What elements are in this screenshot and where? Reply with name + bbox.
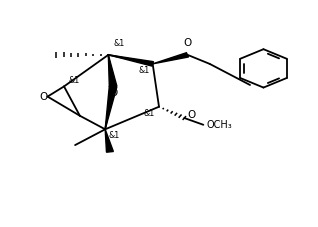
- Text: &1: &1: [138, 66, 149, 75]
- Text: &1: &1: [108, 131, 120, 140]
- Polygon shape: [105, 129, 114, 152]
- Text: &1: &1: [113, 39, 124, 48]
- Text: O: O: [109, 88, 117, 98]
- Text: &1: &1: [69, 76, 80, 85]
- Text: O: O: [188, 110, 196, 120]
- Polygon shape: [105, 86, 117, 129]
- Text: O: O: [183, 38, 192, 48]
- Polygon shape: [108, 55, 154, 66]
- Text: O: O: [40, 91, 48, 101]
- Text: &1: &1: [144, 109, 155, 118]
- Polygon shape: [153, 53, 189, 64]
- Text: OCH₃: OCH₃: [206, 120, 232, 130]
- Polygon shape: [108, 55, 117, 87]
